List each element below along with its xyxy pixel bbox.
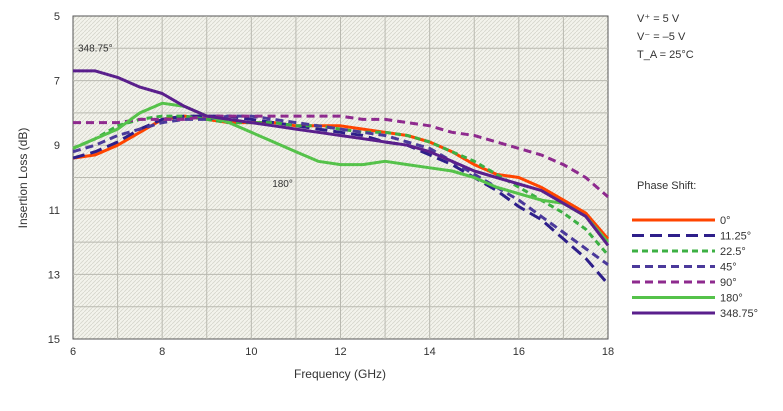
y-tick-label: 5 (54, 11, 60, 23)
annotations: 348.75° 180° (78, 44, 293, 191)
x-tick-label: 18 (602, 346, 614, 358)
legend-label: 11.25° (720, 231, 751, 243)
y-tick-labels: 5 7 9 11 13 15 (48, 11, 60, 346)
legend-title: Phase Shift: (637, 180, 697, 192)
legend-label: 22.5° (720, 246, 746, 258)
y-tick-label: 15 (48, 334, 60, 346)
x-tick-label: 14 (424, 346, 436, 358)
legend-label: 90° (720, 277, 737, 289)
y-axis-title: Insertion Loss (dB) (16, 128, 30, 229)
y-tick-label: 13 (48, 269, 60, 281)
legend-label: 180° (720, 293, 743, 305)
series-line (72, 114, 609, 266)
y-tick-label: 9 (54, 140, 60, 152)
legend-label: 348.75° (720, 308, 758, 320)
series-layer (72, 69, 610, 286)
condition-vplus: V⁺ = 5 V (637, 13, 680, 25)
legend-label: 45° (720, 262, 737, 274)
x-tick-label: 12 (334, 346, 346, 358)
y-tick-label: 11 (49, 205, 60, 217)
y-tick-label: 7 (54, 76, 60, 88)
x-axis-title: Frequency (GHz) (294, 367, 386, 381)
x-tick-label: 16 (513, 346, 525, 358)
chart-annotation: 348.75° (78, 44, 113, 55)
legend: 0° 11.25° 22.5° 45° 90° 180° 348.75° (632, 215, 758, 320)
x-tick-label: 8 (159, 346, 165, 358)
x-tick-label: 6 (70, 346, 76, 358)
legend-label: 0° (720, 215, 731, 227)
condition-vminus: V⁻ = –5 V (637, 31, 686, 43)
series-line (73, 69, 610, 247)
chart-annotation: 180° (272, 179, 293, 190)
condition-temperature: T_A = 25°C (637, 49, 694, 61)
x-tick-label: 10 (245, 346, 257, 358)
series-line (72, 101, 610, 244)
series-line (73, 114, 609, 199)
x-tick-labels: 6 8 10 12 14 16 18 (70, 346, 614, 358)
series-line (72, 114, 610, 286)
